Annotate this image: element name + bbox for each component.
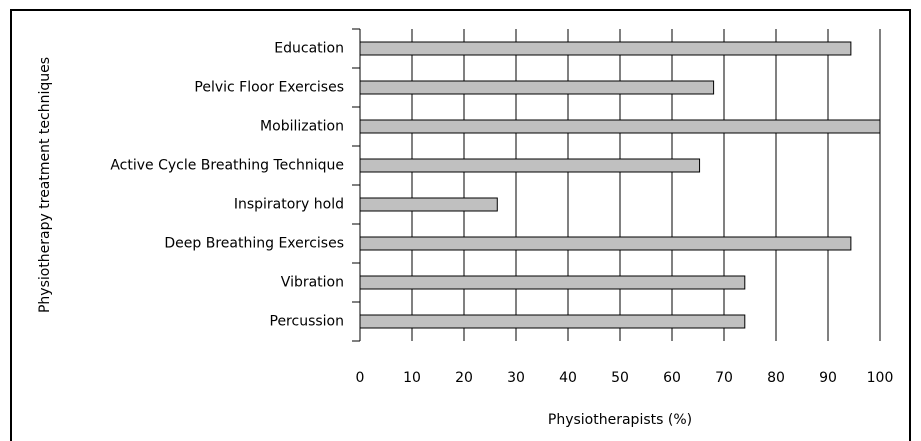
- y-tick-label: Education: [274, 41, 344, 57]
- y-tick-label: Vibration: [281, 275, 344, 291]
- x-tick-label: 90: [819, 370, 837, 386]
- x-tick-label: 10: [403, 370, 421, 386]
- y-tick-label: Deep Breathing Exercises: [164, 236, 344, 252]
- x-tick-label: 40: [559, 370, 577, 386]
- x-tick-label: 0: [356, 370, 365, 386]
- frame: [10, 9, 911, 441]
- bar: [359, 41, 852, 56]
- bar: [359, 158, 701, 173]
- x-tick-label: 20: [455, 370, 473, 386]
- bar: [359, 236, 852, 251]
- y-tick-label: Mobilization: [260, 119, 344, 135]
- x-axis-label: Physiotherapists (%): [548, 412, 692, 428]
- x-tick-label: 80: [767, 370, 785, 386]
- bar: [359, 80, 715, 95]
- y-axis-label: Physiotherapy treatment techniques: [37, 57, 53, 313]
- y-tick-label: Percussion: [270, 314, 345, 330]
- bar: [359, 314, 746, 329]
- x-tick-label: 60: [663, 370, 681, 386]
- x-tick-label: 100: [867, 370, 894, 386]
- y-tick-label: Active Cycle Breathing Technique: [110, 158, 344, 174]
- y-tick-label: Pelvic Floor Exercises: [194, 80, 344, 96]
- x-tick-label: 50: [611, 370, 629, 386]
- bar: [359, 197, 498, 212]
- x-tick-label: 30: [507, 370, 525, 386]
- bar: [359, 275, 746, 290]
- x-tick-label: 70: [715, 370, 733, 386]
- y-tick-label: Inspiratory hold: [234, 197, 344, 213]
- bar: [359, 119, 881, 134]
